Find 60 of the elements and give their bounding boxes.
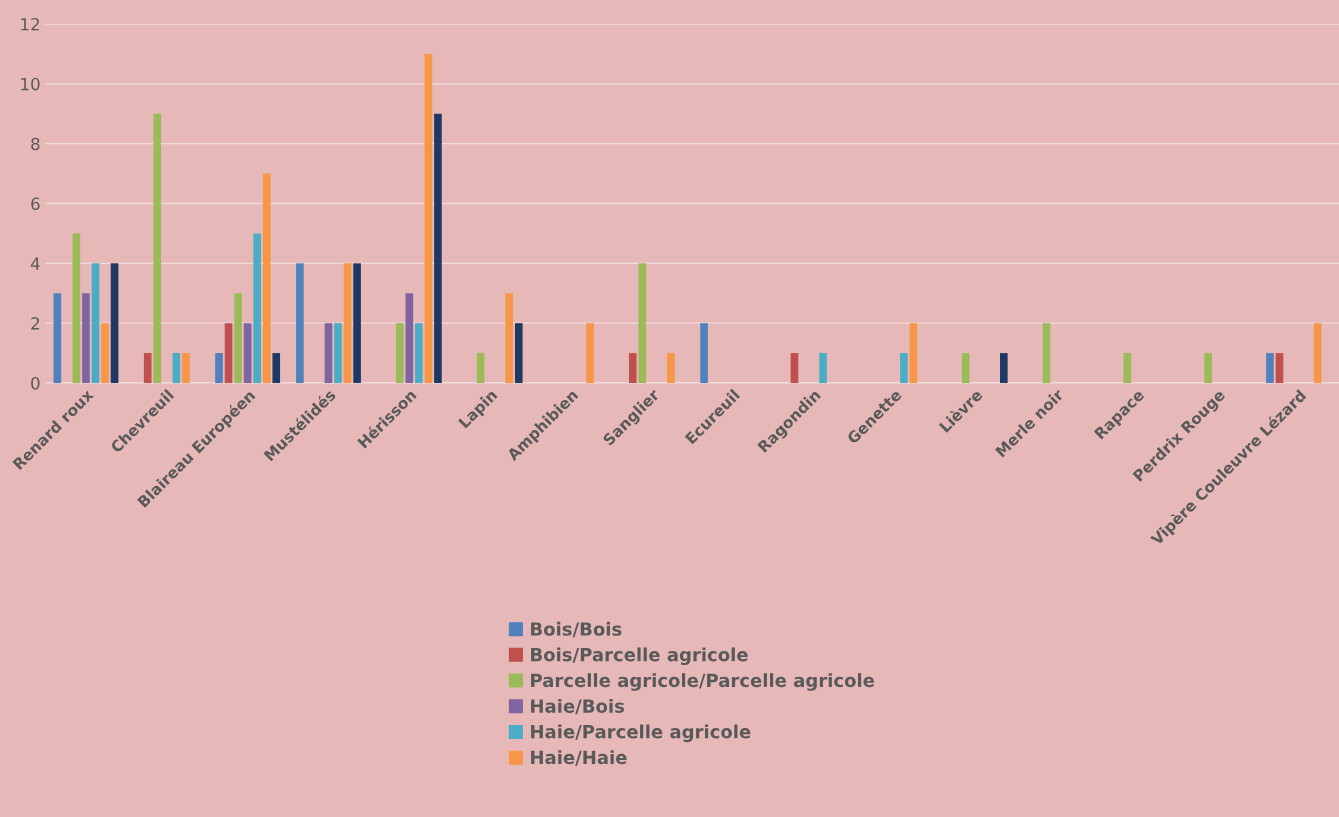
bar (514, 323, 523, 383)
bar (415, 323, 423, 383)
bar (243, 323, 252, 383)
bar (395, 323, 404, 383)
legend-label: Haie/Parcelle agricole (531, 724, 751, 743)
bar (53, 293, 62, 383)
bar (153, 113, 162, 383)
bar (143, 353, 152, 383)
y-tick-label: 2 (31, 317, 39, 330)
y-tick-label: 0 (31, 376, 40, 390)
bar (1275, 353, 1284, 383)
bar (82, 293, 90, 383)
bar (262, 173, 271, 383)
bar (900, 353, 908, 383)
bar (1123, 353, 1132, 383)
bar (476, 353, 485, 383)
bar (296, 263, 304, 383)
bar (324, 323, 333, 383)
bar (424, 53, 433, 383)
y-tick-label: 4 (30, 257, 40, 270)
bar (909, 323, 918, 383)
bar (101, 323, 109, 383)
bar (1204, 353, 1213, 383)
legend-label: Parcelle agricole/Parcelle agricole (531, 673, 875, 691)
bar (253, 233, 261, 383)
bar (434, 113, 442, 383)
bar (819, 353, 827, 383)
bar (405, 293, 414, 383)
bar (110, 263, 119, 383)
bar (961, 353, 970, 383)
bar (700, 323, 708, 383)
bar (1042, 323, 1051, 383)
bar (334, 323, 342, 383)
bar (638, 263, 647, 383)
y-tick-label: 10 (21, 77, 40, 91)
bar (1000, 353, 1008, 383)
bar (172, 353, 181, 383)
bar (343, 263, 352, 383)
y-tick-label: 8 (31, 137, 40, 151)
bar (182, 353, 190, 383)
bar (234, 293, 242, 383)
y-tick-label: 6 (31, 197, 40, 211)
bar (224, 323, 233, 383)
bar (1266, 353, 1274, 383)
bar (353, 263, 361, 383)
bar (790, 353, 799, 383)
legend-label: Bois/Parcelle agricole (531, 647, 748, 666)
legend-label: Haie/Haie (531, 750, 627, 766)
y-tick-label: 12 (21, 17, 39, 31)
bar (215, 353, 223, 383)
bar (667, 353, 675, 383)
bar (586, 323, 594, 383)
legend-label: Bois/Bois (531, 621, 622, 638)
bar (91, 263, 100, 383)
bar (1313, 323, 1322, 383)
bar (72, 233, 81, 383)
bar (505, 293, 514, 383)
bar (628, 353, 637, 383)
legend-label: Haie/Bois (531, 698, 625, 715)
bar (272, 353, 281, 383)
